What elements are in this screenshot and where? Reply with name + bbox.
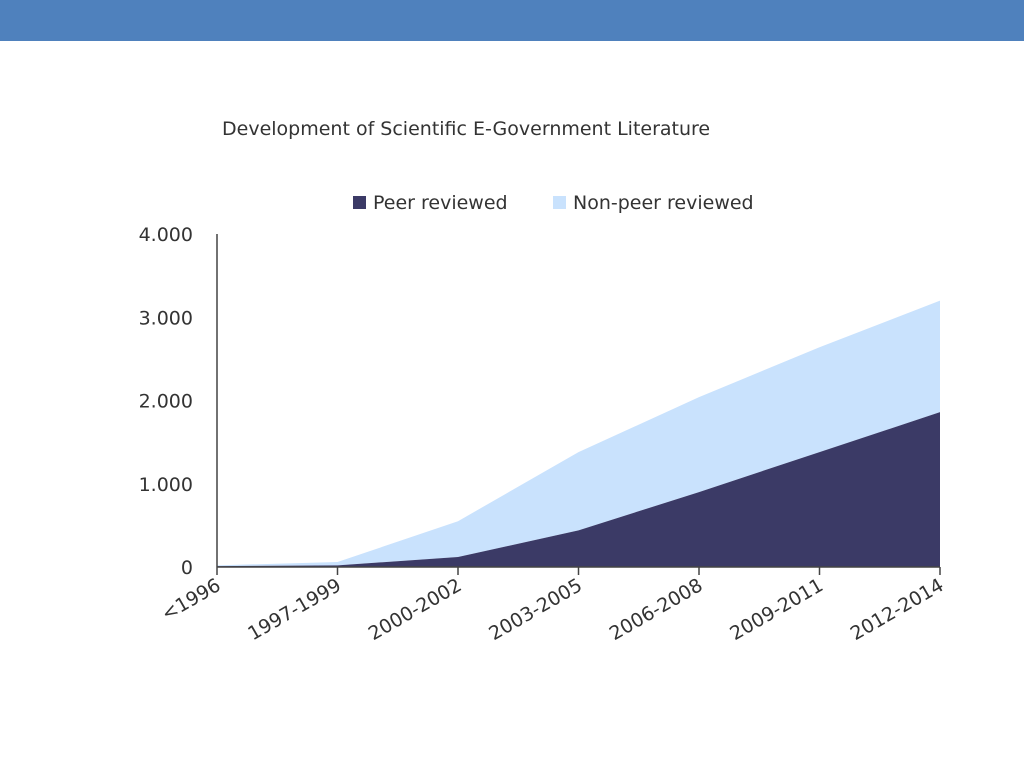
x-tick-label: <1996 <box>158 574 225 625</box>
y-axis: 0 1.000 2.000 3.000 4.000 <box>139 224 218 579</box>
top-banner <box>0 0 1024 41</box>
chart-title: Development of Scientific E-Government L… <box>222 118 710 140</box>
y-tick-label: 4.000 <box>139 224 193 246</box>
legend: Peer reviewed Non-peer reviewed <box>353 192 754 214</box>
x-tick-label: 2003-2005 <box>485 574 586 645</box>
legend-swatch-peer-reviewed <box>353 196 366 209</box>
x-tick-label: 2009-2011 <box>726 574 827 645</box>
y-tick-label: 3.000 <box>139 307 193 329</box>
plot-area <box>217 300 940 567</box>
area-peer-reviewed <box>217 412 940 567</box>
y-tick-label: 0 <box>181 557 193 579</box>
y-tick-label: 2.000 <box>139 391 193 413</box>
x-tick-label: 2012-2014 <box>847 574 948 645</box>
area-non-peer-reviewed <box>217 300 940 567</box>
x-tick-label: 1997-1999 <box>244 574 345 645</box>
y-tick-label: 1.000 <box>139 474 193 496</box>
legend-label-non-peer-reviewed: Non-peer reviewed <box>573 192 754 214</box>
legend-swatch-non-peer-reviewed <box>553 196 566 209</box>
x-axis: <1996 1997-1999 2000-2002 2003-2005 2006-200… <box>158 566 948 645</box>
legend-label-peer-reviewed: Peer reviewed <box>373 192 508 214</box>
x-tick-label: 2006-2008 <box>606 574 707 645</box>
x-tick-label: 2000-2002 <box>365 574 466 645</box>
